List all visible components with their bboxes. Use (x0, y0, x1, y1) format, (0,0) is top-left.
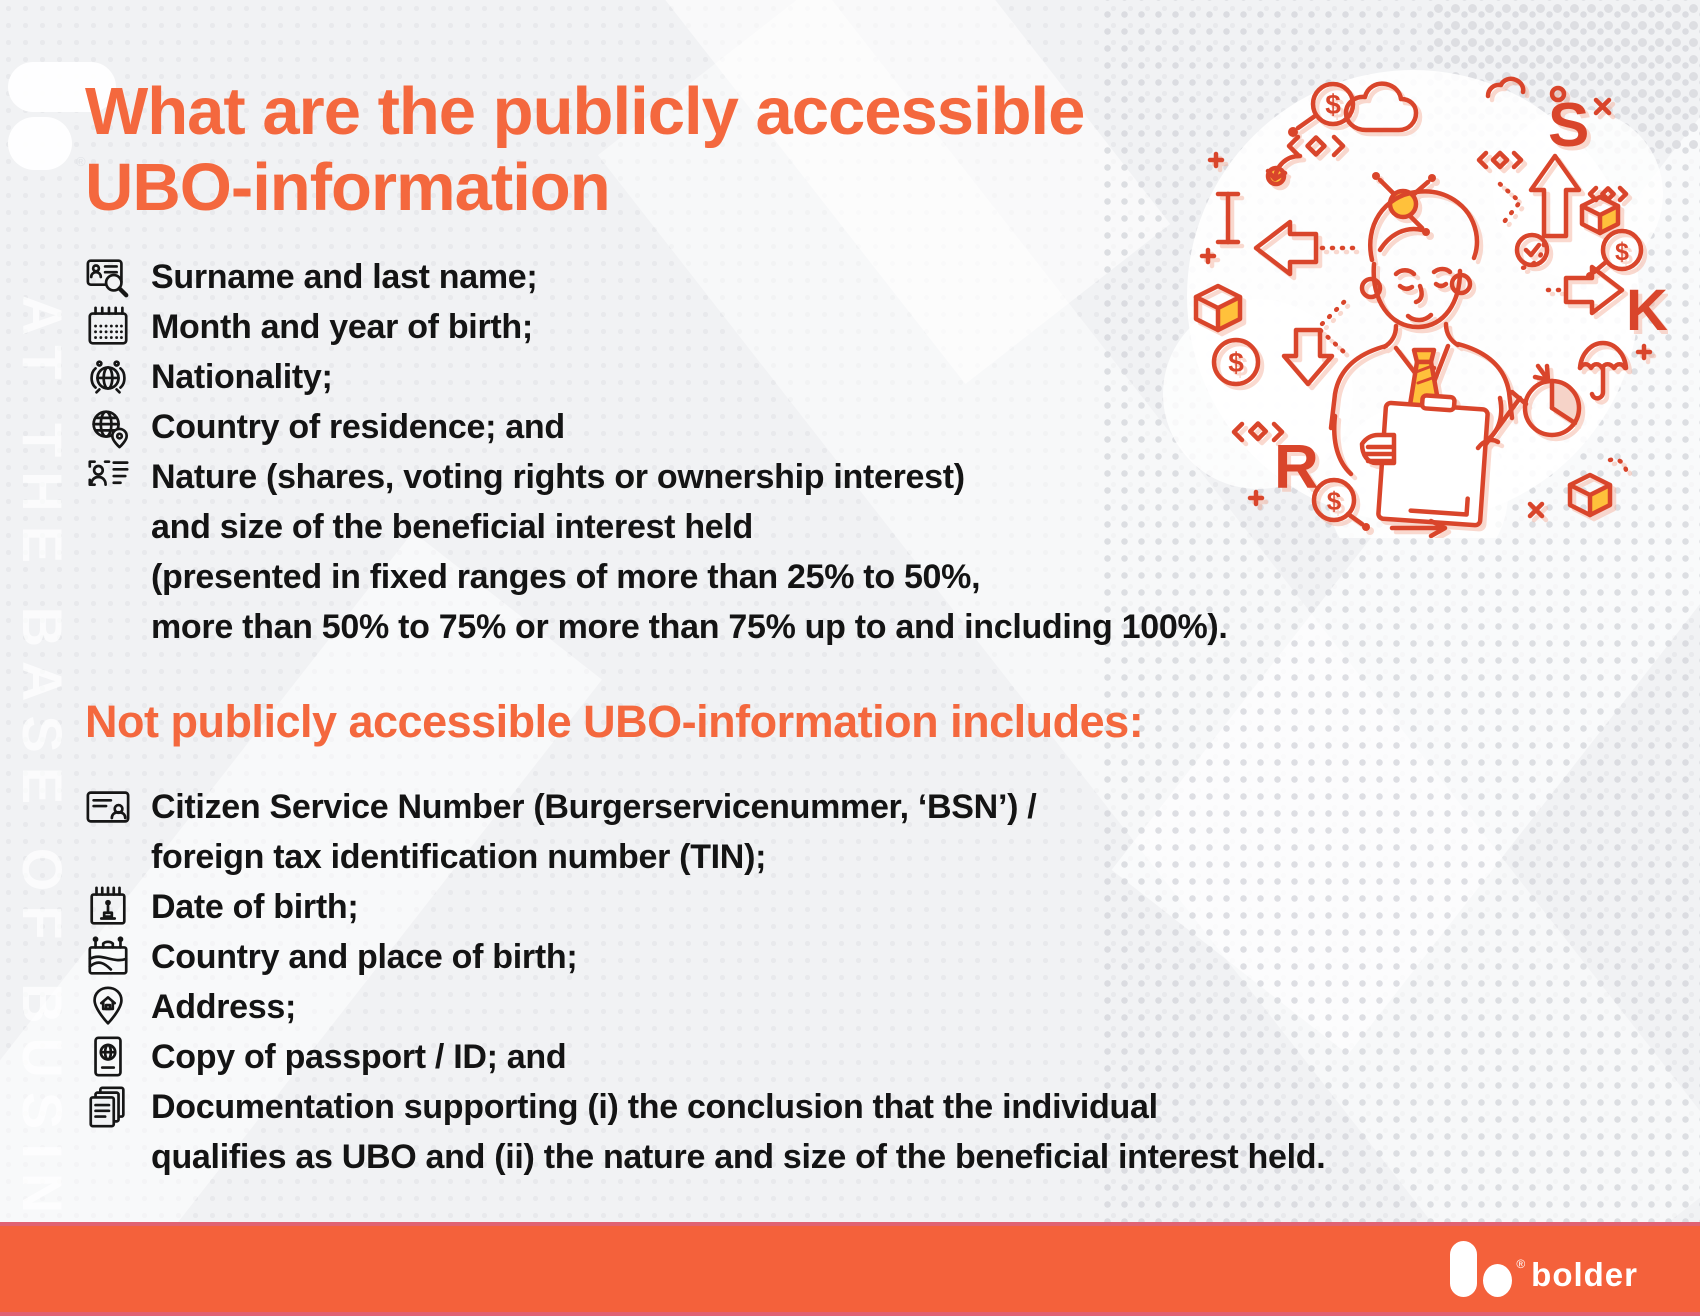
birthplace-icon (85, 934, 131, 980)
page-title-line2: UBO-information (85, 150, 611, 225)
list-item-text: Nationality; (151, 352, 333, 402)
svg-text:K: K (1626, 278, 1668, 343)
ghost-logo-pill (8, 62, 116, 112)
list-item-line: Nationality; (151, 358, 333, 396)
svg-text:R: R (1274, 433, 1319, 502)
list-item-text: Surname and last name; (151, 252, 538, 302)
list-item-text: Citizen Service Number (Burgerservicenum… (151, 782, 1037, 882)
list-item: Nationality; (85, 352, 1605, 402)
list-item-line: Country and place of birth; (151, 938, 578, 976)
list-item-line: Country of residence; and (151, 408, 565, 446)
list-item-line: Surname and last name; (151, 258, 538, 296)
ghost-logo: ® (8, 62, 116, 170)
list-item: Nature (shares, voting rights or ownersh… (85, 452, 1605, 652)
svg-text:S: S (1548, 91, 1589, 160)
subheading: Not publicly accessible UBO-information … (85, 696, 1144, 747)
address-pin-icon (85, 984, 131, 1030)
list-item-line: qualifies as UBO and (ii) the nature and… (151, 1138, 1326, 1176)
list-item-line: (presented in fixed ranges of more than … (151, 558, 981, 596)
registered-mark: ® (1516, 1257, 1526, 1271)
logo-dot-shape (1483, 1264, 1513, 1297)
list-item: Address; (85, 982, 1605, 1032)
bsn-card-icon (85, 784, 131, 830)
bolder-logo: ® bolder (1450, 1241, 1638, 1297)
list-item: Country and place of birth; (85, 932, 1605, 982)
list-item: Citizen Service Number (Burgerservicenum… (85, 782, 1605, 882)
globe-pin-icon (85, 404, 131, 450)
list-item-line: and size of the beneficial interest held (151, 508, 754, 546)
ghost-logo-dot (8, 117, 72, 170)
list-item: Surname and last name; (85, 252, 1605, 302)
list-item-text: Date of birth; (151, 882, 359, 932)
ubo-doodle-illustration: $ S K R (1148, 64, 1668, 584)
id-card-search-icon (85, 254, 131, 300)
globe-wreath-icon (85, 354, 131, 400)
svg-text:$: $ (1325, 89, 1341, 120)
list-item-line: Date of birth; (151, 888, 359, 926)
list-item-line: more than 50% to 75% or more than 75% up… (151, 608, 1228, 646)
logo-pill-shape (1450, 1241, 1478, 1297)
list-item: Documentation supporting (i) the conclus… (85, 1082, 1605, 1182)
registered-mark: ® (76, 154, 86, 169)
page-title: What are the publicly accessible UBO-inf… (85, 74, 1605, 226)
page-title-line1: What are the publicly accessible (85, 74, 1085, 149)
svg-text:$: $ (1327, 486, 1342, 516)
list-item-line: Citizen Service Number (Burgerservicenum… (151, 788, 1037, 826)
list-item-text: Documentation supporting (i) the conclus… (151, 1082, 1326, 1182)
svg-text:$: $ (1615, 238, 1629, 266)
public-ubo-list: Surname and last name; Month and year of … (85, 252, 1605, 652)
list-item-text: Address; (151, 982, 296, 1032)
watermark-text: AT THE BASE OF BUSINESS | (11, 295, 74, 1316)
calendar-icon (85, 304, 131, 350)
list-item-text: Copy of passport / ID; and (151, 1032, 567, 1082)
list-item-text: Country of residence; and (151, 402, 565, 452)
list-item-line: Month and year of birth; (151, 308, 533, 346)
brand-name: bolder (1531, 1256, 1638, 1293)
private-ubo-list: Citizen Service Number (Burgerservicenum… (85, 782, 1605, 1182)
list-item-line: Copy of passport / ID; and (151, 1038, 567, 1076)
birthday-calendar-icon (85, 884, 131, 930)
list-item-text: Nature (shares, voting rights or ownersh… (151, 452, 1228, 652)
list-item-text: Country and place of birth; (151, 932, 578, 982)
list-item-line: Nature (shares, voting rights or ownersh… (151, 458, 965, 496)
list-item: Copy of passport / ID; and (85, 1032, 1605, 1082)
list-item-text: Month and year of birth; (151, 302, 533, 352)
bolder-logo-mark-icon (1450, 1241, 1513, 1297)
list-item: Month and year of birth; (85, 302, 1605, 352)
footer-bar: ® bolder (0, 1222, 1700, 1316)
person-shares-icon (85, 454, 131, 500)
list-item-line: foreign tax identification number (TIN); (151, 838, 767, 876)
list-item: Country of residence; and (85, 402, 1605, 452)
documents-icon (85, 1084, 131, 1130)
list-item-line: Documentation supporting (i) the conclus… (151, 1088, 1158, 1126)
svg-text:$: $ (1228, 347, 1244, 378)
passport-icon (85, 1034, 131, 1080)
main-content: What are the publicly accessible UBO-inf… (85, 74, 1605, 1182)
list-item-line: Address; (151, 988, 296, 1026)
list-item: Date of birth; (85, 882, 1605, 932)
